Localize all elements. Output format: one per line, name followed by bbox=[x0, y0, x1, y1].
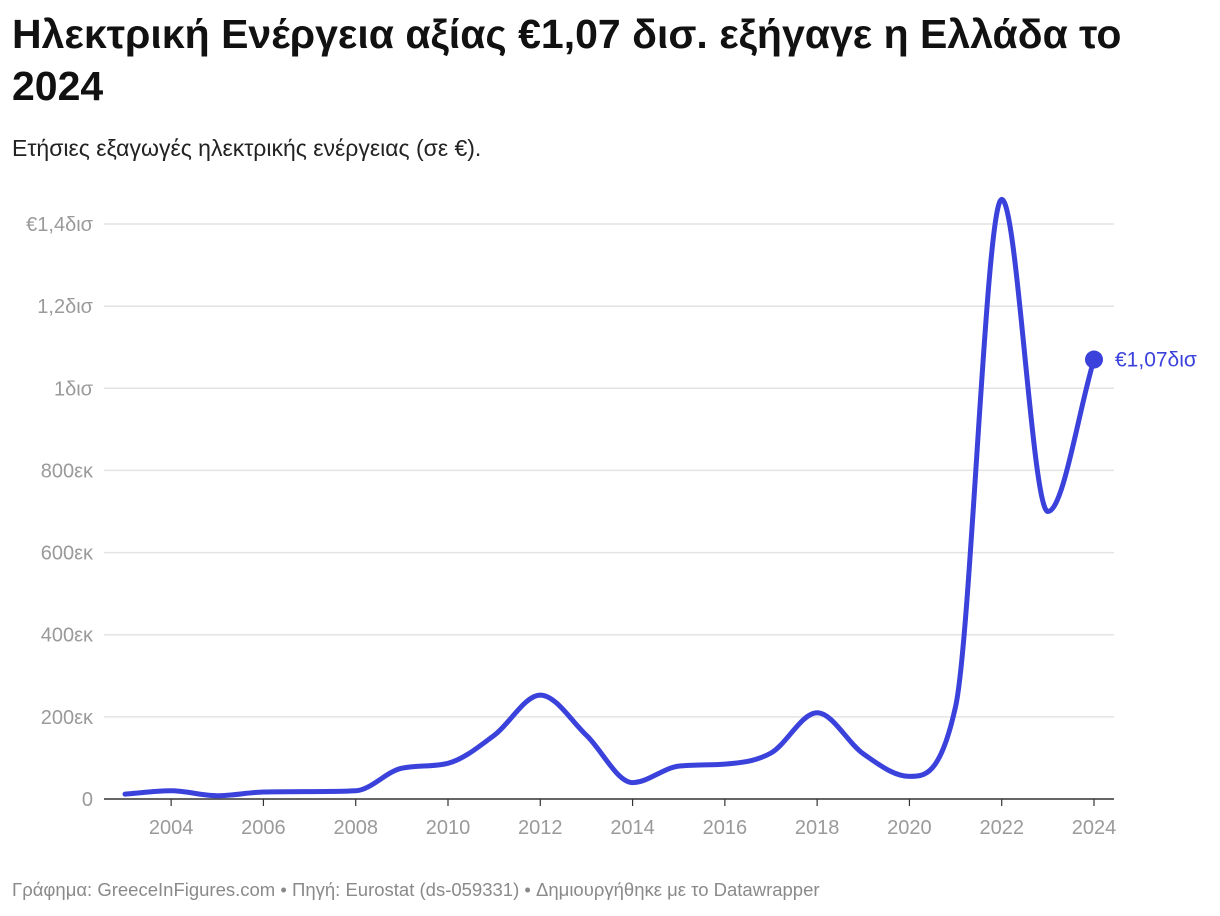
y-tick-label: 200εκ bbox=[41, 707, 94, 729]
y-tick-label: 1δισ bbox=[54, 378, 94, 400]
series-line bbox=[122, 196, 1097, 799]
footer-chart-by[interactable]: GreeceInFigures.com bbox=[97, 879, 276, 900]
y-tick-label: 1,2δισ bbox=[37, 296, 93, 318]
x-tick-label: 2018 bbox=[795, 817, 840, 839]
footer-separator: • bbox=[524, 879, 531, 900]
x-tick-label: 2014 bbox=[610, 817, 655, 839]
gridlines bbox=[104, 223, 1114, 718]
x-tick-label: 2004 bbox=[149, 817, 194, 839]
y-tick-label: 400εκ bbox=[41, 625, 94, 647]
y-tick-label: 600εκ bbox=[41, 543, 94, 565]
line-chart: 0 200εκ 400εκ 600εκ 800εκ 1δισ 1,2δισ €1,4δισ 2… bbox=[26, 196, 1197, 839]
x-tick-label: 2012 bbox=[518, 817, 563, 839]
footer-separator: • bbox=[280, 879, 287, 900]
footer-source-label: Πηγή: bbox=[291, 879, 341, 900]
end-value-label: €1,07δισ bbox=[1115, 349, 1197, 372]
x-tick-label: 2022 bbox=[979, 817, 1024, 839]
y-tick-label: 0 bbox=[82, 789, 93, 811]
footer-credits: Γράφημα: GreeceInFigures.com • Πηγή: Eur… bbox=[12, 878, 820, 902]
footer-source[interactable]: Eurostat (ds-059331) bbox=[345, 879, 520, 900]
footer-created-with[interactable]: Δημιουργήθηκε με το Datawrapper bbox=[536, 879, 820, 900]
chart-title: Ηλεκτρική Ενέργεια αξίας €1,07 δισ. εξήγ… bbox=[12, 11, 1122, 109]
series-group: €1,07δισ bbox=[122, 196, 1197, 799]
footer-chart-label: Γράφημα: bbox=[12, 879, 93, 900]
end-point-marker bbox=[1085, 350, 1103, 369]
x-tick-label: 2024 bbox=[1072, 817, 1117, 839]
y-tick-label: 800εκ bbox=[41, 460, 94, 482]
x-tick-label: 2008 bbox=[333, 817, 378, 839]
x-tick-label: 2010 bbox=[426, 817, 471, 839]
x-tick-label: 2020 bbox=[887, 817, 932, 839]
x-axis-ticks: 2004 2006 2008 2010 2012 2014 2016 2018 2020 2022… bbox=[149, 799, 1116, 839]
x-tick-label: 2016 bbox=[703, 817, 748, 839]
x-tick-label: 2006 bbox=[241, 817, 286, 839]
y-tick-label: €1,4δισ bbox=[26, 214, 94, 236]
chart-subtitle: Ετήσιες εξαγωγές ηλεκτρικής ενέργειας (σ… bbox=[12, 135, 482, 161]
y-axis-ticks: 0 200εκ 400εκ 600εκ 800εκ 1δισ 1,2δισ €1,4δισ bbox=[26, 214, 94, 811]
